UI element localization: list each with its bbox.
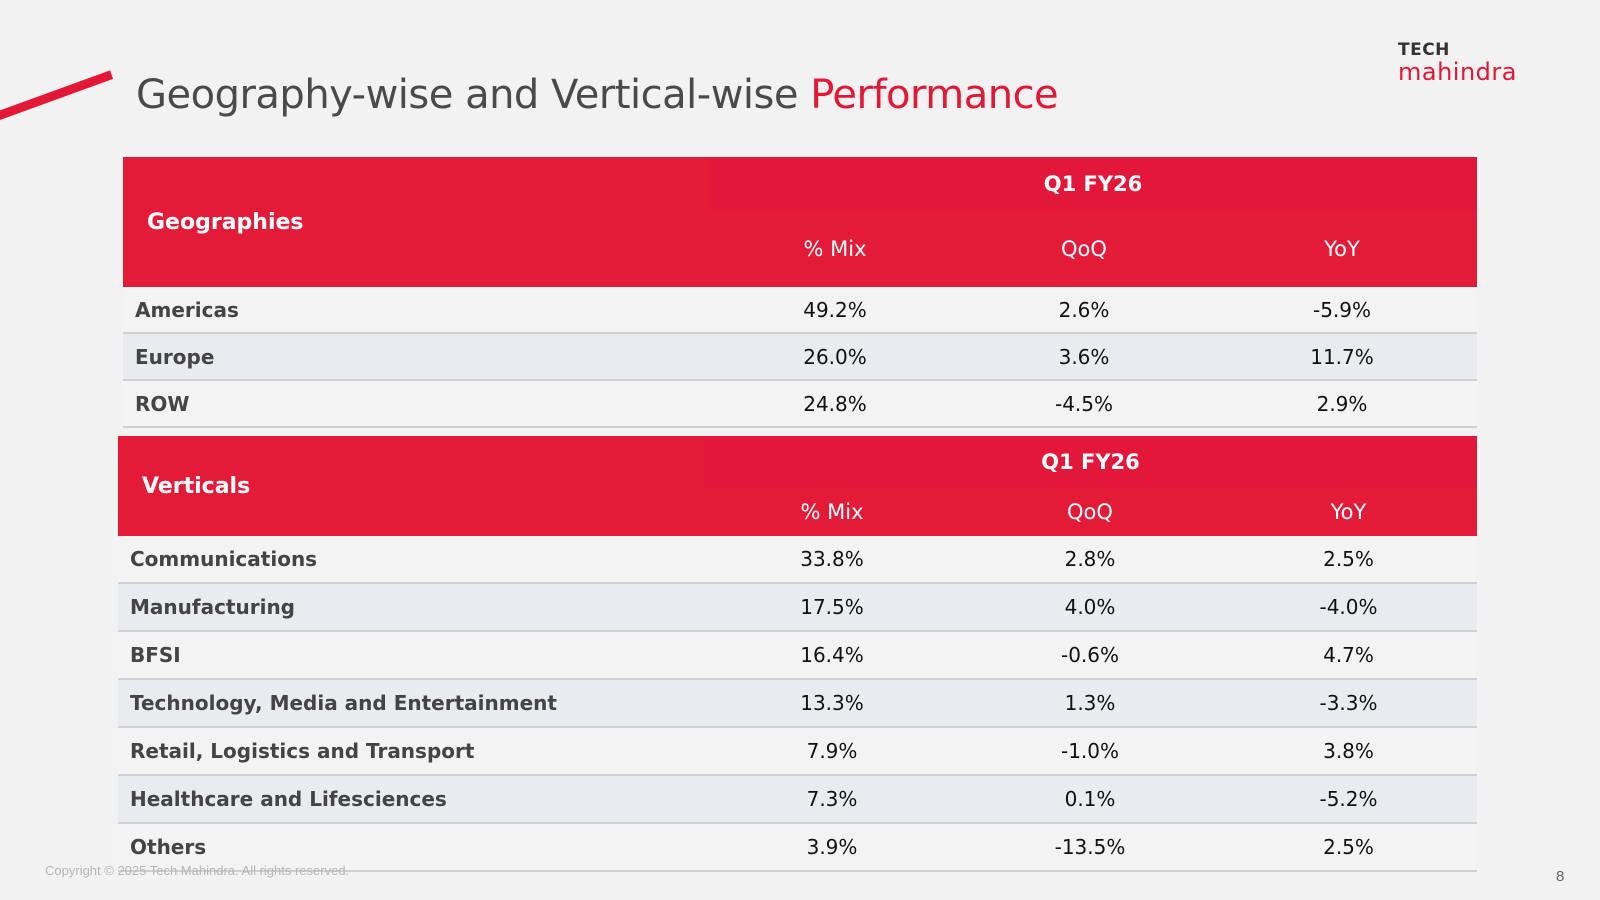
logo-line-tech: TECH	[1398, 40, 1450, 60]
geographies-period-header: Q1 FY26	[709, 157, 1478, 211]
accent-stripe	[0, 70, 114, 127]
geo-col-qoq: QoQ	[961, 211, 1207, 287]
table-row: BFSI 16.4% -0.6% 4.7%	[118, 631, 1478, 680]
vertical-yoy: -5.2%	[1220, 775, 1478, 824]
vertical-mix: 17.5%	[704, 583, 960, 632]
table-row: Healthcare and Lifesciences 7.3% 0.1% -5…	[118, 775, 1478, 824]
geo-mix: 26.0%	[709, 333, 961, 381]
table-row: Communications 33.8% 2.8% 2.5%	[118, 536, 1478, 584]
page-title: Geography-wise and Vertical-wise Perform…	[136, 72, 1059, 118]
vertical-name: Others	[118, 823, 704, 872]
geo-col-mix: % Mix	[709, 211, 961, 287]
vertical-yoy: 2.5%	[1220, 823, 1478, 872]
vertical-yoy: 4.7%	[1220, 631, 1478, 680]
geo-name: Americas	[123, 287, 709, 334]
table-row: Europe 26.0% 3.6% 11.7%	[123, 333, 1478, 381]
vertical-mix: 16.4%	[704, 631, 960, 680]
table-row: Technology, Media and Entertainment 13.3…	[118, 679, 1478, 728]
vertical-name: Retail, Logistics and Transport	[118, 727, 704, 776]
vertical-yoy: 2.5%	[1220, 536, 1478, 584]
vertical-name: Technology, Media and Entertainment	[118, 679, 704, 728]
vertical-mix: 33.8%	[704, 536, 960, 584]
geo-yoy: 2.9%	[1207, 380, 1478, 428]
table-row: Retail, Logistics and Transport 7.9% -1.…	[118, 727, 1478, 776]
vertical-qoq: 2.8%	[960, 536, 1220, 584]
vertical-name: Healthcare and Lifesciences	[118, 775, 704, 824]
geo-col-yoy: YoY	[1207, 211, 1478, 287]
geo-mix: 49.2%	[709, 287, 961, 334]
geographies-table: Geographies Q1 FY26 % Mix QoQ YoY Americ…	[123, 157, 1478, 428]
vertical-mix: 13.3%	[704, 679, 960, 728]
vertical-mix: 7.3%	[704, 775, 960, 824]
vertical-name: Communications	[118, 536, 704, 584]
vertical-name: Manufacturing	[118, 583, 704, 632]
page-number: 8	[1556, 868, 1565, 885]
geo-qoq: 3.6%	[961, 333, 1207, 381]
vertical-qoq: -1.0%	[960, 727, 1220, 776]
vertical-yoy: -3.3%	[1220, 679, 1478, 728]
vert-col-qoq: QoQ	[960, 488, 1220, 536]
vertical-qoq: -0.6%	[960, 631, 1220, 680]
vertical-mix: 7.9%	[704, 727, 960, 776]
vertical-qoq: -13.5%	[960, 823, 1220, 872]
geo-name: ROW	[123, 380, 709, 428]
copyright-text: Copyright © 2025 Tech Mahindra. All righ…	[45, 863, 350, 878]
vert-col-mix: % Mix	[704, 488, 960, 536]
vertical-mix: 3.9%	[704, 823, 960, 872]
verticals-table: Verticals Q1 FY26 % Mix QoQ YoY Communic…	[118, 436, 1478, 872]
table-row: ROW 24.8% -4.5% 2.9%	[123, 380, 1478, 428]
verticals-period-header: Q1 FY26	[704, 436, 1478, 488]
title-prefix: Geography-wise and Vertical-wise	[136, 72, 798, 118]
geo-yoy: 11.7%	[1207, 333, 1478, 381]
vertical-qoq: 1.3%	[960, 679, 1220, 728]
vertical-yoy: 3.8%	[1220, 727, 1478, 776]
geo-name: Europe	[123, 333, 709, 381]
geographies-header: Geographies	[123, 157, 709, 287]
geo-qoq: 2.6%	[961, 287, 1207, 334]
vertical-qoq: 4.0%	[960, 583, 1220, 632]
vertical-qoq: 0.1%	[960, 775, 1220, 824]
table-row: Americas 49.2% 2.6% -5.9%	[123, 287, 1478, 334]
verticals-header: Verticals	[118, 436, 704, 536]
title-highlight: Performance	[810, 72, 1059, 118]
geo-yoy: -5.9%	[1207, 287, 1478, 334]
vertical-yoy: -4.0%	[1220, 583, 1478, 632]
geo-qoq: -4.5%	[961, 380, 1207, 428]
tech-mahindra-logo: TECH mahindra	[1398, 40, 1517, 84]
table-row: Others 3.9% -13.5% 2.5%	[118, 823, 1478, 872]
logo-line-mahindra: mahindra	[1398, 58, 1517, 86]
vert-col-yoy: YoY	[1220, 488, 1478, 536]
geo-mix: 24.8%	[709, 380, 961, 428]
vertical-name: BFSI	[118, 631, 704, 680]
table-row: Manufacturing 17.5% 4.0% -4.0%	[118, 583, 1478, 632]
